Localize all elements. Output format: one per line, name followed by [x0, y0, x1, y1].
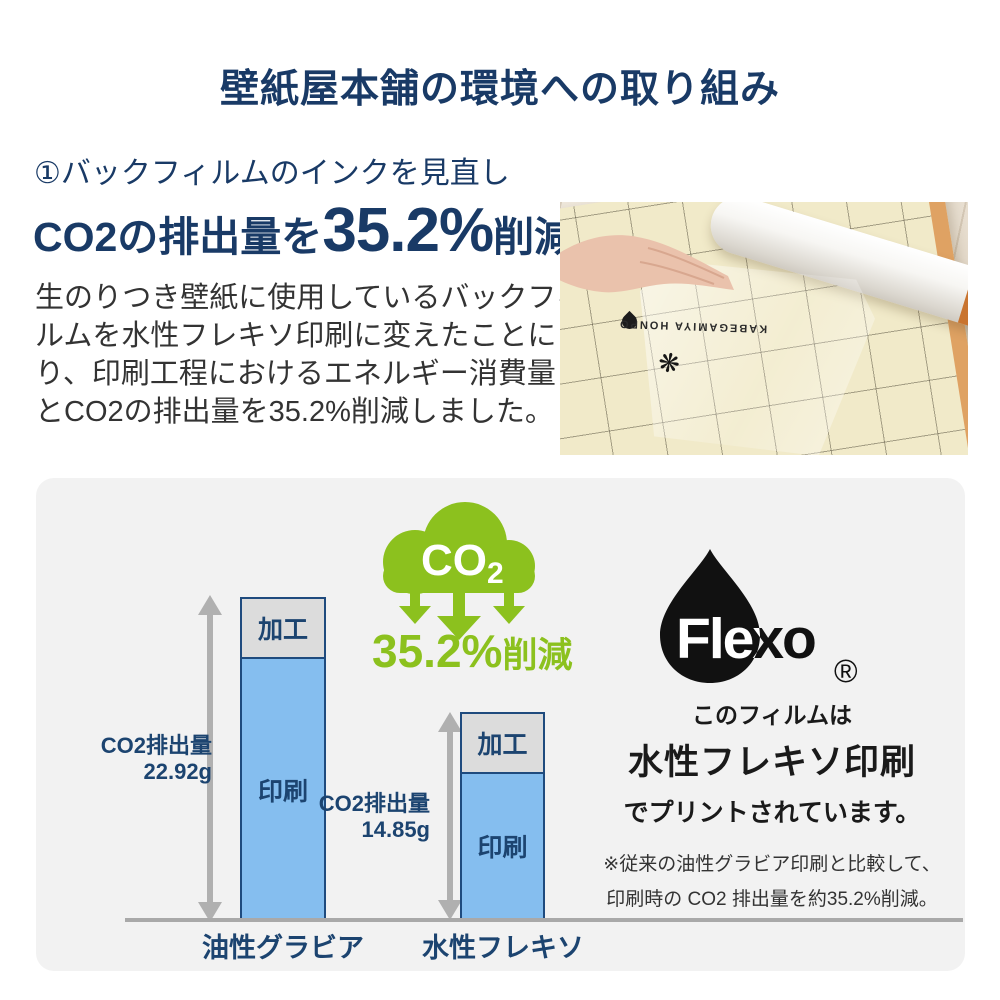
bar-segment-printing: 印刷	[477, 834, 528, 862]
comparison-panel: CO2排出量 22.92g 加工 印刷 CO2排出量 14.85g 加工 印刷 …	[36, 478, 965, 971]
page-title: 壁紙屋本舗の環境への取り組み	[219, 68, 780, 111]
bar-gravure: 加工 印刷	[240, 597, 326, 922]
flexo-droplet-icon	[660, 549, 760, 683]
arrow-down-icon	[438, 900, 462, 920]
co2-amount-value: 14.85g	[361, 817, 431, 842]
co2-amount-label: CO2排出量	[100, 733, 212, 758]
flexo-wordmark-white: Flexo	[676, 607, 815, 671]
section-heading: ①バックフィルムのインクを見直し	[34, 157, 510, 190]
headline-co2-reduction: CO2の排出量を 35.2% 削減	[33, 200, 575, 262]
bar-segment-processing: 加工	[242, 599, 324, 659]
reduction-caption: 35.2% 削減	[372, 628, 572, 674]
flexo-note1: ※従来の油性グラビア印刷と比較して、	[603, 854, 941, 875]
co2-amount-flexo: CO2排出量 14.85g	[290, 791, 430, 843]
bar-segment-processing: 加工	[462, 714, 543, 774]
headline-percentage: 35.2%	[322, 196, 494, 265]
hand	[560, 235, 734, 293]
svg-text:CO2: CO2	[421, 536, 504, 590]
body-line: 生のりつき壁紙に使用しているバックフィ	[35, 282, 585, 314]
body-paragraph: 生のりつき壁紙に使用しているバックフィ ルムを水性フレキソ印刷に変えたことによ …	[35, 279, 585, 431]
category-label-gravure: 油性グラビア	[202, 933, 364, 963]
measure-arrow-left	[198, 595, 222, 922]
flexo-note2: 印刷時の CO2 排出量を約35.2%削減。	[606, 889, 938, 910]
arrow-up-icon	[438, 712, 462, 732]
co2-amount-label: CO2排出量	[318, 791, 430, 816]
flexo-line3: でプリントされています。	[623, 799, 921, 827]
roll-orange-band	[957, 267, 968, 329]
body-line: り、印刷工程におけるエネルギー消費量	[35, 358, 556, 390]
registered-mark: ®	[834, 653, 858, 689]
measure-arrow-right	[438, 712, 462, 920]
headline-prefix: CO2の排出量を	[33, 214, 323, 260]
flexo-logo: Flexo Flexo ®	[660, 549, 858, 689]
co2-amount-value: 22.92g	[143, 759, 213, 784]
bar-flexo: 加工 印刷	[460, 712, 545, 920]
cloud-sub-text: 2	[487, 557, 504, 590]
flexo-line2: 水性フレキソ印刷	[627, 743, 916, 782]
arrow-down-icon	[198, 902, 222, 922]
body-line: とCO2の排出量を35.2%削減しました。	[35, 396, 554, 428]
x-axis	[125, 918, 963, 922]
co2-cloud-icon: CO2	[383, 502, 535, 640]
flexo-line1: このフィルムは	[691, 702, 853, 728]
flexo-wordmark-black: Flexo	[676, 607, 815, 671]
cloud-co-text: CO	[421, 536, 487, 585]
category-label-flexo: 水性フレキソ	[422, 933, 584, 963]
body-line: ルムを水性フレキソ印刷に変えたことによ	[35, 320, 586, 352]
arrow-up-icon	[198, 595, 222, 615]
reduction-percentage: 35.2%	[372, 625, 503, 677]
co2-amount-gravure: CO2排出量 22.92g	[72, 733, 212, 785]
flexo-description: このフィルムは 水性フレキソ印刷 でプリントされています。 ※従来の油性グラビア…	[582, 696, 962, 911]
bar-segment-printing: 印刷	[257, 777, 308, 806]
product-photo: KABEGAMIYA HONPO ❋	[560, 202, 968, 455]
reduction-suffix: 削減	[502, 636, 573, 675]
